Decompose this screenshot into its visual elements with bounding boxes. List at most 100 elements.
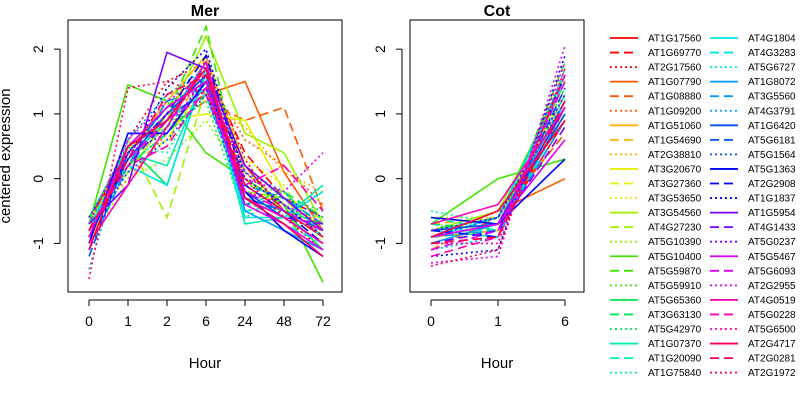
x-tick-label: 1 <box>124 313 132 329</box>
x-axis-label: Hour <box>481 355 514 372</box>
series-line-at2g1972 <box>88 80 324 280</box>
plot-frame <box>409 19 585 293</box>
legend-label: AT4G27230 <box>648 223 702 234</box>
x-tick-label: 2 <box>163 313 171 329</box>
y-tick-label: -1 <box>372 237 388 250</box>
legend-label: AT1G08880 <box>648 92 702 103</box>
series-line-at4g3283 <box>431 107 566 232</box>
series-line-at1g51060 <box>430 81 566 238</box>
mer-panel: Mer 0 1 2 6 24 48 72 Hour -1 0 1 2 centered expressio… <box>0 3 343 372</box>
legend-label: AT1G54690 <box>648 135 702 146</box>
legend-label: AT5G65360 <box>648 295 702 306</box>
series-line-at2g4717 <box>430 119 566 238</box>
legend-label: AT3G5560 <box>748 92 796 103</box>
legend-label: AT5G5467 <box>748 252 796 263</box>
y-tick-label: 0 <box>372 175 388 183</box>
series-line-at5g42970 <box>88 99 324 238</box>
series-line-at5g0237 <box>430 94 566 232</box>
x-tick-label: 0 <box>85 313 93 329</box>
legend-label: AT3G54560 <box>648 208 702 219</box>
series-line-at5g6500 <box>88 80 324 238</box>
series-line-at4g1804 <box>430 81 566 238</box>
x-tick-label: 0 <box>427 313 435 329</box>
legend-label: AT5G6727 <box>748 63 796 74</box>
legend-label: AT4G3791 <box>748 106 796 117</box>
legend-label: AT4G1804 <box>748 34 796 45</box>
series-line-at2g0281 <box>430 100 566 245</box>
series-line-at1g20090 <box>430 113 566 232</box>
legend-label: AT2G17560 <box>648 63 702 74</box>
legend-label: AT5G1363 <box>748 164 796 175</box>
legend-label: AT1G69770 <box>648 48 702 59</box>
series-line-at5g6181 <box>88 80 324 257</box>
legend-label: AT1G1837 <box>748 194 796 205</box>
legend-label: AT1G5954 <box>748 208 796 219</box>
legend-label: AT2G4717 <box>748 339 796 350</box>
legend-label: AT3G20670 <box>648 164 702 175</box>
series-line-at2g4717 <box>88 66 324 258</box>
series-line-at5g59910 <box>430 87 566 245</box>
plot-frame <box>67 19 343 293</box>
cot-panel: Cot 0 1 6 Hour -1 0 1 2 <box>372 3 585 372</box>
legend-label: AT2G38810 <box>648 150 702 161</box>
y-tick-label: 1 <box>30 110 46 118</box>
legend-label: AT1G8072 <box>748 77 796 88</box>
legend-label: AT2G1972 <box>748 368 796 379</box>
y-tick-label: 0 <box>30 175 46 183</box>
legend-label: AT5G42970 <box>648 325 702 336</box>
legend-label: AT1G07790 <box>648 77 702 88</box>
legend-label: AT1G20090 <box>648 354 702 365</box>
legend-label: AT1G75840 <box>648 368 702 379</box>
series-line-at5g0237 <box>88 73 324 238</box>
x-tick-label: 48 <box>276 313 292 329</box>
legend-label: AT5G10390 <box>648 237 702 248</box>
x-axis-label: Hour <box>189 355 222 372</box>
series-line-at2g2955 <box>88 73 324 225</box>
x-tick-label: 72 <box>315 313 331 329</box>
legend-label: AT1G6420 <box>748 121 796 132</box>
legend-label: AT5G0228 <box>748 310 796 321</box>
x-tick-label: 1 <box>494 313 502 329</box>
series-line-at3g5560 <box>88 87 324 251</box>
legend-label: AT2G0281 <box>748 354 796 365</box>
series-line-at4g0519 <box>430 106 566 225</box>
legend-label: AT3G53650 <box>648 194 702 205</box>
series-line-at2g2908 <box>430 74 566 238</box>
series-line-at3g54560 <box>430 81 566 232</box>
y-tick-label: 1 <box>372 110 388 118</box>
series-line-at5g0228 <box>88 86 324 231</box>
x-tick-label: 6 <box>202 313 210 329</box>
series-line-at5g42970 <box>430 94 566 238</box>
legend-label: AT5G6500 <box>748 325 796 336</box>
legend-label: AT4G3283 <box>748 48 796 59</box>
legend-label: AT3G63130 <box>648 310 702 321</box>
legend-label: AT1G51060 <box>648 121 702 132</box>
legend-label: AT1G17560 <box>648 34 702 45</box>
series-line-at2g0281 <box>88 73 324 238</box>
legend-label: AT5G1564 <box>748 150 796 161</box>
panel-title: Mer <box>191 3 219 20</box>
x-tick-label: 24 <box>237 313 253 329</box>
series-line-at5g5467 <box>430 139 566 238</box>
series-line-at4g1433 <box>430 126 566 245</box>
y-tick-label: 2 <box>372 45 388 53</box>
series-line-at3g20670 <box>430 74 566 238</box>
series-line-at5g6500 <box>431 61 566 245</box>
legend: AT1G17560 AT1G69770 AT2G17560 AT1G07790 AT1G… <box>610 34 796 379</box>
legend-label: AT5G6181 <box>748 135 796 146</box>
panel-title: Cot <box>484 3 511 20</box>
x-tick-label: 6 <box>561 313 569 329</box>
legend-label: AT4G0519 <box>748 295 796 306</box>
legend-label: AT2G2908 <box>748 179 796 190</box>
series-line-at3g5560 <box>430 119 566 238</box>
legend-label: AT1G09200 <box>648 106 702 117</box>
series-line-at5g0228 <box>430 74 566 258</box>
series-line-at5g10390 <box>88 119 324 244</box>
legend-label: AT5G0237 <box>748 237 796 248</box>
series-line-at5g1363 <box>88 79 324 258</box>
legend-label: AT1G07370 <box>648 339 702 350</box>
series-line-at4g0519 <box>88 60 324 245</box>
legend-label: AT5G59870 <box>648 266 702 277</box>
legend-label: AT5G6093 <box>748 266 796 277</box>
legend-label: AT5G10400 <box>648 252 702 263</box>
